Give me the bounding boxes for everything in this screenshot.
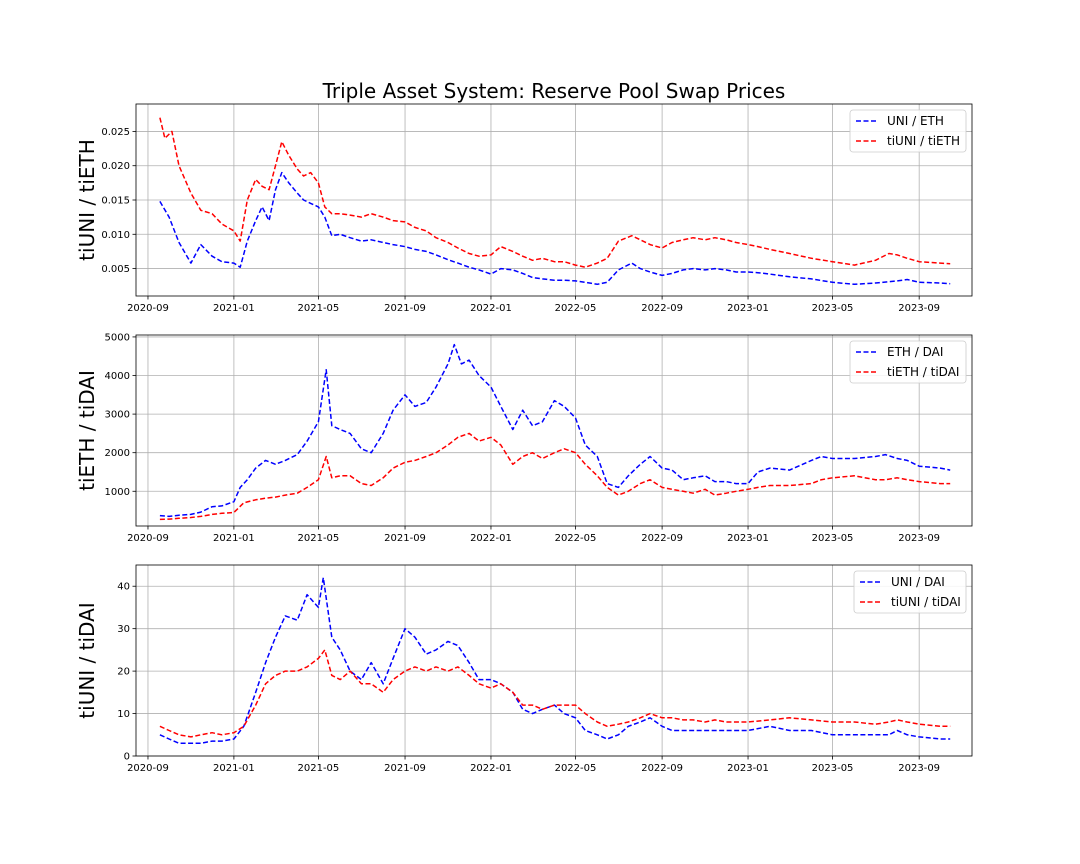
y-tick-label: 4000 [105,371,130,382]
axes-frame [135,334,973,527]
legend-box [849,109,967,153]
x-tick-label: 2023-05 [812,763,854,774]
x-tick-label: 2021-05 [298,763,340,774]
x-tick-label: 2021-01 [213,763,255,774]
legend: UNI / DAI tiUNI / tiDAI [853,570,967,614]
x-tick-label: 2023-01 [727,303,769,314]
legend-label-eth-dai: ETH / DAI [887,345,943,359]
x-tick-label: 2022-05 [555,303,597,314]
x-tick-label: 2022-09 [641,303,683,314]
y-axis-label: tiUNI / tiDAI [75,602,99,718]
x-tick-label: 2021-01 [213,533,255,544]
x-tick-label: 2021-05 [298,303,340,314]
legend-box [849,340,967,384]
legend-label-tieth-tidai: tiETH / tiDAI [887,365,959,379]
y-tick-label: 2000 [105,448,130,459]
y-tick-label: 0.005 [101,264,130,275]
y-tick-label: 0 [124,752,130,763]
x-tick-label: 2023-05 [812,533,854,544]
series-line-tieth-tidai [159,432,951,521]
x-tick-label: 2022-09 [641,533,683,544]
y-tick-label: 30 [117,624,130,635]
plot-area [136,565,972,756]
x-tick-label: 2021-09 [384,533,426,544]
x-tick-label: 2023-09 [898,533,940,544]
y-tick-label: 40 [117,582,130,593]
y-axis-label: tiUNI / tiETH [75,139,99,261]
legend-label-uni-dai: UNI / DAI [891,575,945,589]
x-tick-label: 2020-09 [127,763,169,774]
legend: ETH / DAI tiETH / tiDAI [849,340,967,384]
y-tick-label: 0.015 [101,196,130,207]
x-tick-label: 2022-01 [470,533,512,544]
x-tick-label: 2020-09 [127,303,169,314]
legend-box [853,570,967,614]
y-tick-label: 20 [117,667,130,678]
series-line-tiuni-tieth [159,117,951,268]
x-tick-label: 2023-09 [898,303,940,314]
panel-uni-dai: 2020-09 2021-01 2021-05 2021-09 2022-01 2022-… [75,564,973,774]
x-tick-label: 2022-01 [470,763,512,774]
y-tick-label: 0.020 [101,161,130,172]
y-tick-label: 1000 [105,487,130,498]
x-tick-label: 2023-05 [812,303,854,314]
y-tick-label: 5000 [105,332,130,343]
legend: UNI / ETH tiUNI / tiETH [849,109,967,153]
x-tick-label: 2022-05 [555,533,597,544]
y-tick-label: 0.025 [101,127,130,138]
x-tick-label: 2022-01 [470,303,512,314]
x-tick-label: 2021-09 [384,303,426,314]
x-tick-label: 2021-09 [384,763,426,774]
series-line-tiuni-tidai [159,649,951,738]
series-line-eth-dai [159,343,951,518]
legend-label-tiuni-tieth: tiUNI / tiETH [887,134,960,148]
legend-label-tiuni-tidai: tiUNI / tiDAI [891,595,961,609]
y-tick-label: 3000 [105,410,130,421]
chart-title: Triple Asset System: Reserve Pool Swap P… [322,79,786,103]
x-tick-label: 2022-05 [555,763,597,774]
x-tick-label: 2023-01 [727,763,769,774]
panel-uni-eth: 2020-09 2021-01 2021-05 2021-09 2022-01 2022-… [75,103,973,314]
x-tick-label: 2023-09 [898,763,940,774]
x-tick-label: 2022-09 [641,763,683,774]
x-tick-label: 2021-01 [213,303,255,314]
y-tick-label: 10 [117,709,130,720]
y-tick-label: 0.010 [101,230,130,241]
x-tick-label: 2020-09 [127,533,169,544]
x-tick-label: 2023-01 [727,533,769,544]
y-axis-label: tiETH / tiDAI [75,370,99,491]
axes-frame [135,564,973,757]
panel-eth-dai: 2020-09 2021-01 2021-05 2021-09 2022-01 2022-… [75,332,973,544]
legend-label-uni-eth: UNI / ETH [887,114,944,128]
plot-area [136,335,972,526]
x-tick-label: 2021-05 [298,533,340,544]
